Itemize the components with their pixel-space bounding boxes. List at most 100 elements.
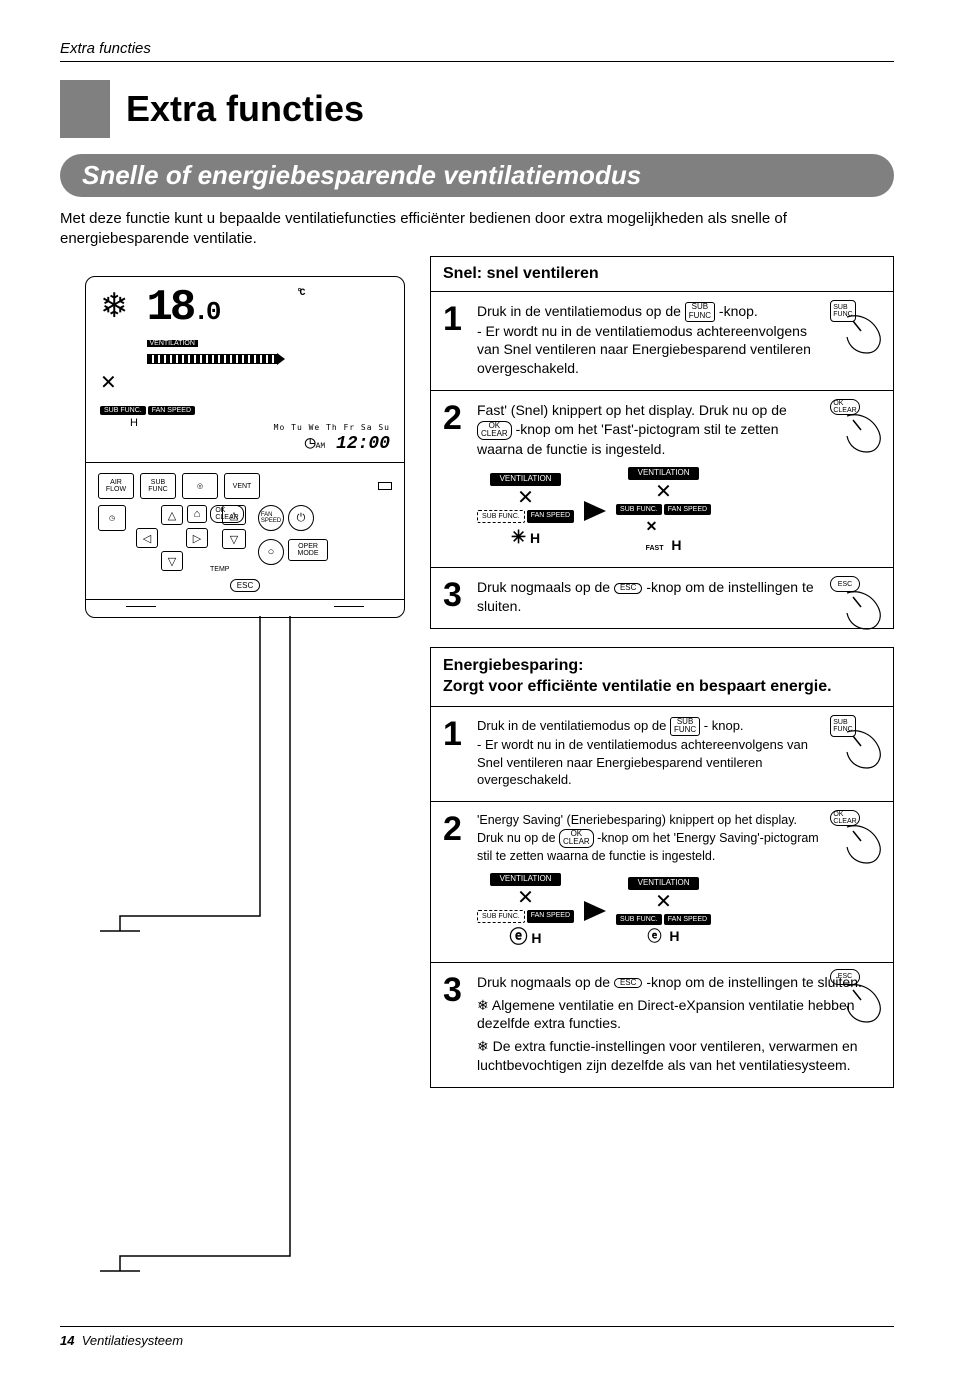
chapter-title: Extra functies bbox=[110, 80, 364, 138]
page-number: 14 bbox=[60, 1333, 74, 1348]
vd-h-label: H bbox=[530, 530, 540, 546]
sub-func-button[interactable]: SUBFUNC bbox=[140, 473, 176, 499]
power-button[interactable]: ⏻ bbox=[288, 505, 314, 531]
clock-ampm: AM bbox=[316, 442, 326, 451]
ventilation-bar: VENTILATION bbox=[147, 332, 285, 368]
vent-diagram-a: VENTILATION ✕ SUB FUNC. FAN SPEED ✳ H bbox=[477, 467, 821, 555]
vd-b-h-solid: ⓔ H bbox=[648, 927, 680, 946]
step-num-3: 3 bbox=[443, 578, 477, 616]
vd-b-x-icon2: ✕ bbox=[655, 892, 672, 912]
b1-text-a: Druk in de ventilatiemodus op de bbox=[477, 718, 670, 733]
chapter-heading: Extra functies bbox=[60, 80, 894, 138]
vd-b-h-label2: H bbox=[669, 928, 679, 944]
clock-display: ◷AM 12:00 bbox=[100, 432, 390, 454]
step-num-b3: 3 bbox=[443, 973, 477, 1075]
box-a-step3: 3 Druk nogmaals op de ESC -knop om de in… bbox=[431, 568, 893, 628]
vd-x-icon2: ✕ bbox=[655, 482, 672, 502]
vd-b-h-blink: ⓔ H bbox=[510, 925, 542, 949]
b3-bullet-2: De extra functie-instellingen voor venti… bbox=[477, 1037, 873, 1075]
vd-b-fan-tag2: FAN SPEED bbox=[664, 914, 711, 925]
press-illustration-b1: SUBFUNC bbox=[830, 715, 885, 770]
fast-icon: ✕FAST bbox=[646, 518, 664, 553]
circle-button[interactable]: ○ bbox=[258, 539, 284, 565]
page-footer: 14 Ventilatiesysteem bbox=[60, 1326, 894, 1348]
b3-bullet-1: Algemene ventilatie en Direct-eXpansion … bbox=[477, 996, 873, 1034]
vd-h-solid: ✕FAST H bbox=[646, 517, 682, 555]
vd-b-h-label: H bbox=[531, 930, 541, 946]
arrow-right-icon bbox=[584, 501, 606, 521]
d-pad: △ ▽ ◁ ▷ ⌂ OKCLEAR TEMP bbox=[132, 505, 212, 571]
timer-button[interactable]: ◷ bbox=[98, 505, 126, 531]
box-b-head-l1: Energiebesparing: bbox=[443, 657, 583, 674]
temp-value: 18 bbox=[147, 283, 194, 333]
air-flow-button[interactable]: AIRFLOW bbox=[98, 473, 134, 499]
vd-after: VENTILATION ✕ SUB FUNC. FAN SPEED ✕FAST … bbox=[616, 467, 711, 555]
press-illustration-ok: OKCLEAR bbox=[830, 399, 885, 454]
vent-button[interactable]: VENT bbox=[224, 473, 260, 499]
ok-clear-inline-button-b: OKCLEAR bbox=[559, 829, 594, 849]
press-illustration-esc: ESC bbox=[830, 576, 885, 631]
press-illustration-b2: OKCLEAR bbox=[830, 810, 885, 865]
vd-b-vent-label: VENTILATION bbox=[490, 873, 562, 886]
a1-text-c: - Er wordt nu in de ventilatiemodus acht… bbox=[477, 323, 811, 377]
snowflake-icon: ❄ bbox=[100, 289, 129, 323]
vd-fan-tag: FAN SPEED bbox=[527, 510, 574, 523]
status-tags: SUB FUNC.FAN SPEED bbox=[100, 399, 390, 417]
home-button[interactable]: ⌂ bbox=[187, 505, 207, 523]
press-illustration-b3: ESC bbox=[830, 969, 885, 1024]
blink-icon: ✳ bbox=[511, 527, 526, 547]
a1-text-a: Druk in de ventilatiemodus op de bbox=[477, 303, 685, 319]
box-b-step2: 2 'Energy Saving' (Eneriebesparing) knip… bbox=[431, 802, 893, 963]
remote-screen: ❄ 18.0 °C VENTILATION ✕ bbox=[86, 277, 404, 464]
b1-text-c: - Er wordt nu in de ventilatiemodus acht… bbox=[477, 737, 808, 787]
rule-top bbox=[60, 61, 894, 62]
clock-icon: ◷ bbox=[305, 434, 316, 454]
step-num-b2: 2 bbox=[443, 812, 477, 950]
ventilation-label: VENTILATION bbox=[147, 340, 198, 347]
a2-text-a: Fast' (Snel) knippert op het display. Dr… bbox=[477, 402, 787, 418]
blink-eco-icon: ⓔ bbox=[510, 927, 528, 947]
vd-b-before: VENTILATION ✕ SUB FUNC. FAN SPEED ⓔ H bbox=[477, 873, 574, 950]
sub-func-inline-button: SUBFUNC bbox=[685, 302, 715, 322]
box-a-step2: 2 Fast' (Snel) knippert op het display. … bbox=[431, 391, 893, 568]
a2-text-b: -knop om het 'Fast'-pictogram stil te ze… bbox=[477, 421, 778, 457]
temp-decimal: .0 bbox=[193, 297, 218, 327]
oper-mode-button[interactable]: OPERMODE bbox=[288, 539, 328, 561]
box-snel-head: Snel: snel ventileren bbox=[431, 257, 893, 292]
footer-text: Ventilatiesysteem bbox=[82, 1333, 183, 1348]
b3-bullets: Algemene ventilatie en Direct-eXpansion … bbox=[477, 996, 873, 1076]
dpad-right[interactable]: ▷ bbox=[186, 528, 208, 548]
b3-text-a: Druk nogmaals op de bbox=[477, 974, 614, 990]
temp-down-button[interactable]: ▽ bbox=[222, 529, 246, 549]
vd-b-sub-tag: SUB FUNC. bbox=[477, 910, 525, 923]
a1-text-b: -knop. bbox=[719, 303, 758, 319]
sub-func-inline-button-b: SUBFUNC bbox=[670, 717, 700, 737]
step-num-1: 1 bbox=[443, 302, 477, 379]
indicator-rect bbox=[378, 482, 392, 490]
vent-diagram-b: VENTILATION ✕ SUB FUNC. FAN SPEED ⓔ H bbox=[477, 873, 821, 950]
vd-sub-tag: SUB FUNC. bbox=[477, 510, 525, 523]
box-b-head-l2: Zorgt voor efficiënte ventilatie en besp… bbox=[443, 678, 832, 695]
ok-clear-inline-button: OKCLEAR bbox=[477, 421, 512, 441]
weekday-row: Mo Tu We Th Fr Sa Su bbox=[100, 423, 390, 432]
intro-text: Met deze functie kunt u bepaalde ventila… bbox=[60, 209, 894, 250]
running-head: Extra functies bbox=[60, 40, 894, 57]
dpad-down[interactable]: ▽ bbox=[161, 551, 183, 571]
section-title: Snelle of energiebesparende ventilatiemo… bbox=[60, 154, 894, 197]
step-num-2: 2 bbox=[443, 401, 477, 555]
vd-vent-label: VENTILATION bbox=[490, 473, 562, 486]
vent-bar-arrow bbox=[277, 353, 285, 365]
esc-button[interactable]: ESC bbox=[230, 579, 260, 592]
fan-speed-round-button[interactable]: FANSPEED bbox=[258, 505, 284, 531]
box-b-step3: 3 Druk nogmaals op de ESC -knop om de in… bbox=[431, 963, 893, 1087]
vd-h-label2: H bbox=[671, 537, 681, 553]
clock-time: 12:00 bbox=[336, 434, 390, 454]
target-button[interactable]: ◎ bbox=[182, 473, 218, 499]
vd-fan-tag2: FAN SPEED bbox=[664, 504, 711, 515]
fan-speed-tag: FAN SPEED bbox=[148, 406, 195, 415]
ok-clear-button[interactable]: OKCLEAR bbox=[210, 505, 244, 523]
vd-b-fan-tag: FAN SPEED bbox=[527, 910, 574, 923]
dpad-up[interactable]: △ bbox=[161, 505, 183, 525]
box-energie-head: Energiebesparing: Zorgt voor efficiënte … bbox=[431, 648, 893, 707]
dpad-left[interactable]: ◁ bbox=[136, 528, 158, 548]
